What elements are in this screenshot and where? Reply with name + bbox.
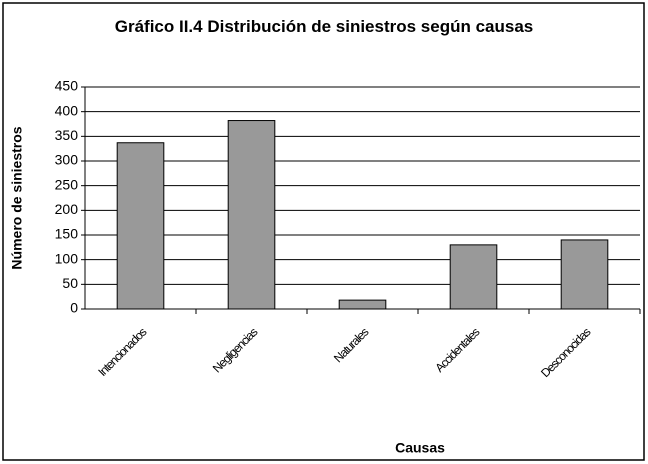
y-tick-label: 300 <box>55 152 79 168</box>
y-tick-label: 0 <box>70 300 78 316</box>
bar <box>560 239 609 310</box>
y-tick-label: 200 <box>55 201 79 217</box>
bar <box>227 120 276 310</box>
y-tick-label: 450 <box>55 78 79 94</box>
bar <box>338 299 387 310</box>
y-tick-label: 350 <box>55 127 79 143</box>
y-tick-label: 400 <box>55 102 79 118</box>
bar <box>116 142 165 310</box>
y-tick-label: 100 <box>55 250 79 266</box>
chart-title: Gráfico II.4 Distribución de siniestros … <box>114 17 534 36</box>
x-axis-label: Causas <box>395 440 445 456</box>
y-tick-label: 250 <box>55 176 79 192</box>
bar <box>449 244 498 310</box>
y-axis-label: Número de siniestros <box>9 126 25 269</box>
y-tick-label: 150 <box>55 226 79 242</box>
y-tick-label: 50 <box>62 275 78 291</box>
